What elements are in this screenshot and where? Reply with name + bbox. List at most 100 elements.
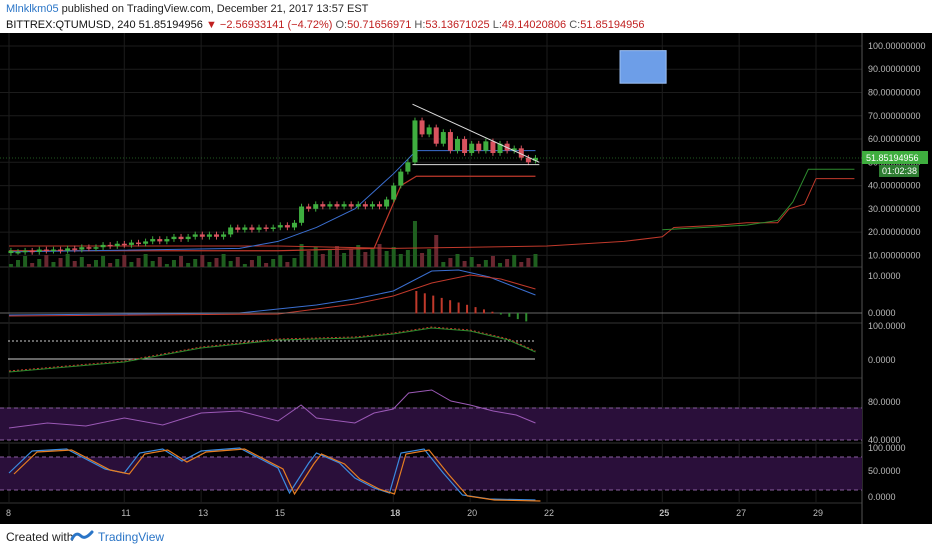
volume-bar	[349, 249, 354, 267]
ohlc-line: BITTREX:QTUMUSD, 240 51.85194956 ▼ −2.56…	[6, 19, 644, 31]
volume-bar	[441, 262, 446, 267]
drawing-overlays	[0, 50, 862, 166]
candle-body	[320, 204, 326, 207]
price-change: −2.56933141 (−4.72%)	[219, 19, 333, 31]
cloud-line-green	[662, 168, 855, 231]
stochrsi-axis-label: 100.0000	[868, 443, 906, 453]
candle-body	[440, 132, 446, 144]
tradingview-link[interactable]: TradingView	[98, 530, 165, 544]
volume-bar	[299, 244, 304, 267]
last-price-tag	[862, 150, 928, 164]
volume-bar	[526, 258, 531, 267]
candle-body	[532, 157, 538, 161]
indicator-bands	[0, 221, 862, 490]
candle-body	[228, 227, 234, 235]
macd-signal-line	[8, 274, 536, 317]
high-value: 53.13671025	[425, 19, 490, 31]
stochrsi-axis-label: 0.0000	[868, 492, 896, 502]
candle-body	[384, 199, 390, 207]
volume-bar	[23, 256, 28, 267]
chart-background	[0, 33, 932, 524]
volume-bar	[221, 254, 226, 267]
triangle-upper-line	[412, 103, 540, 163]
volume-bar	[278, 255, 283, 267]
candle-body	[121, 243, 127, 246]
volume-bar	[228, 261, 233, 267]
volume-bar	[171, 260, 176, 267]
candle-body	[490, 141, 496, 153]
candle-body	[242, 227, 248, 230]
symbol-label: BITTREX:QTUMUSD, 240	[6, 19, 136, 31]
volume-bar	[512, 255, 517, 267]
price-tick-label: 10.00000000	[868, 250, 921, 260]
candle-body	[213, 234, 219, 237]
candle-body	[306, 206, 312, 209]
time-tick-label: 18	[390, 508, 400, 518]
candle-body	[72, 248, 78, 250]
macd-zero-label: 0.0000	[868, 308, 896, 318]
macd-histogram-bar	[423, 293, 426, 314]
chart-header: Mlnklkm05 published on TradingView.com, …	[0, 0, 932, 33]
volume-bar	[505, 259, 510, 267]
candle-body	[263, 227, 269, 229]
price-tick-label: 100.00000000	[868, 41, 926, 51]
volume-bar	[420, 253, 425, 267]
target-box	[619, 50, 667, 84]
volume-bar	[79, 257, 84, 267]
volume-bar	[58, 258, 63, 267]
candle-body	[511, 148, 517, 151]
rsi-axis-label: 80.0000	[868, 397, 901, 407]
volume-bar	[320, 254, 325, 267]
macd-histogram-bar	[449, 300, 452, 314]
volume-bar	[285, 262, 290, 267]
volume-bar	[257, 256, 262, 267]
volume-bar	[370, 248, 375, 267]
author-link[interactable]: Mlnklkm05	[6, 3, 59, 15]
macd-histogram-bar	[491, 311, 494, 314]
volume-bar	[264, 263, 269, 267]
volume-bar	[434, 235, 439, 267]
candle-body	[391, 185, 397, 200]
candle-body	[221, 234, 227, 237]
time-tick-label: 20	[467, 508, 477, 518]
volume-bar	[313, 247, 318, 267]
candle-body	[79, 247, 85, 250]
stoch-d-line	[8, 327, 536, 373]
candle-body	[29, 250, 35, 253]
price-tick-label: 90.00000000	[868, 64, 921, 74]
volume-bar	[16, 260, 21, 267]
volume-bar	[122, 255, 127, 267]
footer: Created with TradingView	[0, 524, 932, 550]
volume-bar	[483, 260, 488, 267]
volume-bar	[30, 263, 35, 267]
time-axis: 8 11 13 15 18 20 22 25 27 29	[6, 508, 823, 518]
volume-bar	[214, 258, 219, 267]
volume-bar	[8, 264, 13, 267]
candle-body	[270, 227, 276, 229]
price-chart[interactable]: 10.00000000 20.00000000 30.00000000 40.0000…	[0, 33, 932, 524]
candle-body	[8, 250, 14, 254]
volume-bar	[207, 262, 212, 267]
candles	[8, 117, 538, 256]
volume-bar	[427, 249, 432, 267]
candle-body	[65, 248, 71, 251]
volume-bar	[44, 255, 49, 267]
rsi-line	[8, 389, 536, 429]
created-with-label: Created with	[6, 530, 74, 544]
volume-bar	[533, 254, 538, 267]
tradingview-logo-icon	[70, 530, 94, 541]
price-tick-label: 20.00000000	[868, 227, 921, 237]
volume-bar	[235, 257, 240, 267]
macd-histogram-bar	[516, 313, 519, 320]
candle-body	[164, 239, 170, 242]
price-tick-label: 70.00000000	[868, 111, 921, 121]
volume-bar	[186, 263, 191, 267]
price-tick-label: 40.00000000	[868, 181, 921, 191]
candle-body	[15, 251, 21, 254]
candle-body	[469, 143, 475, 153]
macd-histogram-bar	[474, 307, 477, 314]
candle-body	[136, 242, 142, 245]
time-tick-label: 15	[275, 508, 285, 518]
indicator-lines	[0, 150, 862, 502]
close-label: C:	[569, 19, 581, 31]
